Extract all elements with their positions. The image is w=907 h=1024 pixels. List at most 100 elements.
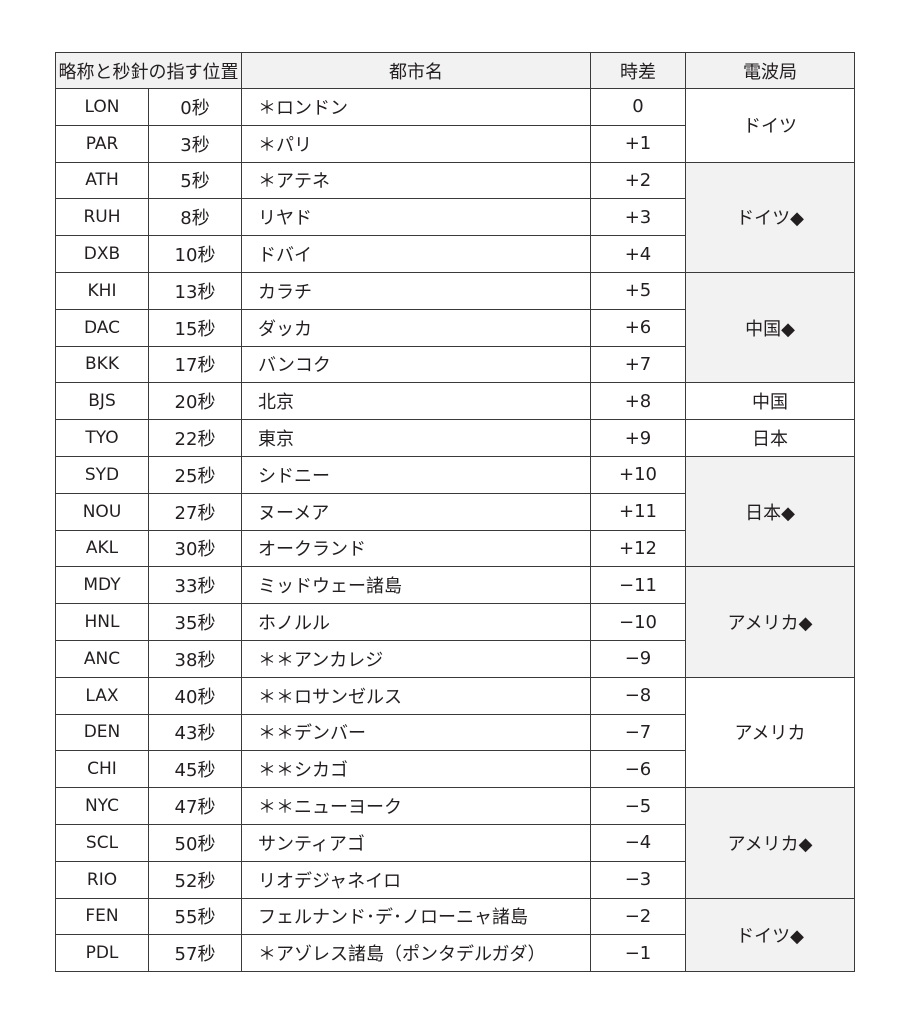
abbr-cell: SYD: [55, 455, 149, 494]
table-row: SCL 50秒 サンティアゴ −4: [55, 823, 855, 862]
city-cell: フェルナンド･デ･ノローニャ諸島: [241, 897, 591, 936]
seconds-cell: 43秒: [148, 713, 242, 752]
offset-cell: +10: [590, 455, 686, 494]
offset-cell: −3: [590, 860, 686, 899]
city-cell: ＊アテネ: [241, 161, 591, 200]
seconds-cell: 17秒: [148, 345, 242, 384]
abbr-cell: BJS: [55, 382, 149, 421]
table-row: SYD 25秒 シドニー +10 日本◆: [55, 455, 855, 568]
seconds-cell: 8秒: [148, 198, 242, 237]
city-cell: 東京: [241, 419, 591, 457]
header-offset: 時差: [590, 52, 686, 89]
abbr-cell: TYO: [55, 419, 149, 457]
abbr-cell: RIO: [55, 860, 149, 899]
seconds-cell: 57秒: [148, 934, 242, 973]
city-cell: ヌーメア: [241, 492, 591, 531]
city-cell: ＊＊デンバー: [241, 713, 591, 752]
table-row: LAX 40秒 ＊＊ロサンゼルス −8 アメリカ: [55, 676, 855, 789]
table-row: ATH 5秒 ＊アテネ +2 ドイツ◆: [55, 161, 855, 273]
city-cell: 北京: [241, 382, 591, 421]
abbr-cell: ANC: [55, 639, 149, 678]
table-row: RIO 52秒 リオデジャネイロ −3: [55, 860, 855, 899]
offset-cell: +1: [590, 124, 686, 163]
table-row: DXB 10秒 ドバイ +4: [55, 235, 855, 273]
header-abbr-seconds: 略称と秒針の指す位置: [55, 52, 242, 89]
offset-cell: +5: [590, 271, 686, 310]
abbr-cell: DXB: [55, 235, 149, 273]
station-cell: 中国◆: [685, 271, 855, 384]
abbr-cell: LAX: [55, 676, 149, 715]
table-row: AKL 30秒 オークランド +12: [55, 529, 855, 568]
offset-cell: −10: [590, 603, 686, 641]
city-cell: ミッドウェー諸島: [241, 566, 591, 605]
city-cell: リヤド: [241, 198, 591, 237]
station-cell: ドイツ◆: [685, 897, 855, 973]
station-cell: アメリカ◆: [685, 566, 855, 678]
seconds-cell: 35秒: [148, 603, 242, 641]
abbr-cell: KHI: [55, 271, 149, 310]
city-cell: ホノルル: [241, 603, 591, 641]
abbr-cell: DAC: [55, 308, 149, 347]
table-row: FEN 55秒 フェルナンド･デ･ノローニャ諸島 −2 ドイツ◆: [55, 897, 855, 973]
station-cell: ドイツ◆: [685, 161, 855, 273]
seconds-cell: 15秒: [148, 308, 242, 347]
seconds-cell: 55秒: [148, 897, 242, 936]
abbr-cell: LON: [55, 88, 149, 126]
city-cell: リオデジャネイロ: [241, 860, 591, 899]
offset-cell: −8: [590, 676, 686, 715]
city-cell: ダッカ: [241, 308, 591, 347]
abbr-cell: BKK: [55, 345, 149, 384]
city-cell: ＊＊シカゴ: [241, 750, 591, 789]
table-row: LON 0秒 ＊ロンドン 0 ドイツ: [55, 88, 855, 163]
seconds-cell: 22秒: [148, 419, 242, 457]
seconds-cell: 3秒: [148, 124, 242, 163]
abbr-cell: NOU: [55, 492, 149, 531]
offset-cell: −1: [590, 934, 686, 973]
header-station: 電波局: [685, 52, 855, 89]
table-row: HNL 35秒 ホノルル −10: [55, 603, 855, 641]
abbr-cell: PDL: [55, 934, 149, 973]
header-city: 都市名: [241, 52, 591, 89]
city-cell: ＊＊ニューヨーク: [241, 787, 591, 825]
city-cell: ＊＊アンカレジ: [241, 639, 591, 678]
seconds-cell: 0秒: [148, 88, 242, 126]
seconds-cell: 40秒: [148, 676, 242, 715]
offset-cell: +2: [590, 161, 686, 200]
table-row: DAC 15秒 ダッカ +6: [55, 308, 855, 347]
city-cell: シドニー: [241, 455, 591, 494]
station-cell: 日本◆: [685, 455, 855, 568]
table-row: BJS 20秒 北京 +8 中国: [55, 382, 855, 421]
seconds-cell: 13秒: [148, 271, 242, 310]
city-cell: ＊ロンドン: [241, 88, 591, 126]
abbr-cell: SCL: [55, 823, 149, 862]
abbr-cell: NYC: [55, 787, 149, 825]
header-row: 略称と秒針の指す位置 都市名 時差 電波局: [55, 52, 855, 89]
city-cell: ＊アゾレス諸島（ポンタデルガダ）: [241, 934, 591, 973]
seconds-cell: 5秒: [148, 161, 242, 200]
station-cell: アメリカ◆: [685, 787, 855, 899]
station-cell: 中国: [685, 382, 855, 421]
table-row: MDY 33秒 ミッドウェー諸島 −11 アメリカ◆: [55, 566, 855, 678]
seconds-cell: 30秒: [148, 529, 242, 568]
table-row: PAR 3秒 ＊パリ +1: [55, 124, 855, 163]
seconds-cell: 38秒: [148, 639, 242, 678]
abbr-cell: FEN: [55, 897, 149, 936]
offset-cell: 0: [590, 88, 686, 126]
offset-cell: +12: [590, 529, 686, 568]
offset-cell: −2: [590, 897, 686, 936]
table-row: KHI 13秒 カラチ +5 中国◆: [55, 271, 855, 384]
abbr-cell: HNL: [55, 603, 149, 641]
abbr-cell: AKL: [55, 529, 149, 568]
offset-cell: −9: [590, 639, 686, 678]
city-cell: カラチ: [241, 271, 591, 310]
city-cell: ドバイ: [241, 235, 591, 273]
offset-cell: −11: [590, 566, 686, 605]
table-row: NOU 27秒 ヌーメア +11: [55, 492, 855, 531]
offset-cell: −7: [590, 713, 686, 752]
city-cell: サンティアゴ: [241, 823, 591, 862]
abbr-cell: RUH: [55, 198, 149, 237]
seconds-cell: 20秒: [148, 382, 242, 421]
city-cell: オークランド: [241, 529, 591, 568]
city-cell: バンコク: [241, 345, 591, 384]
table-row: BKK 17秒 バンコク +7: [55, 345, 855, 384]
